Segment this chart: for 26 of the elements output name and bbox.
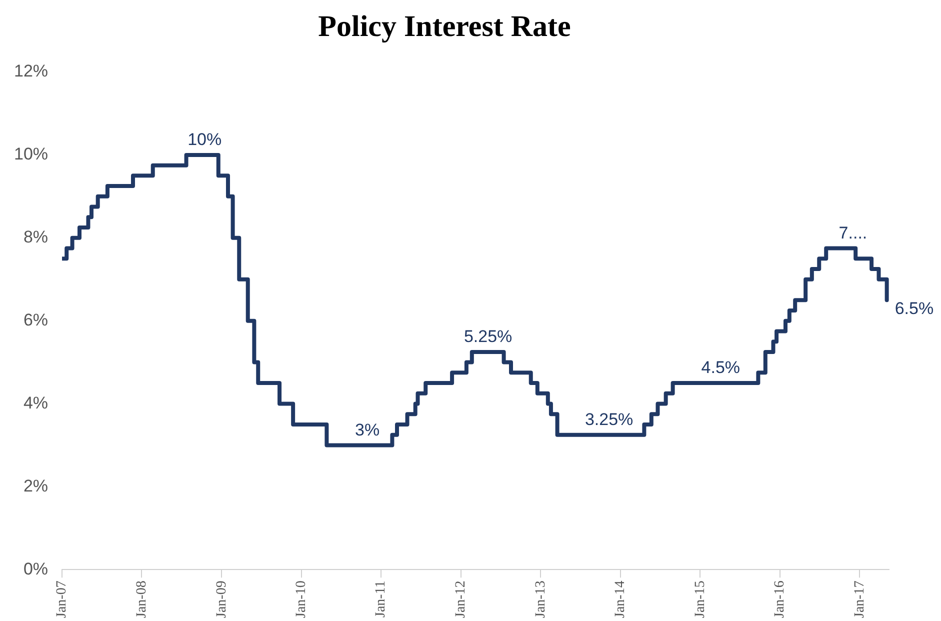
x-tick-label: Jan-10 <box>294 580 310 618</box>
y-tick-label: 12% <box>14 62 48 81</box>
y-tick-label: 2% <box>23 476 48 496</box>
y-tick-label: 8% <box>23 228 48 247</box>
y-tick-label: 0% <box>23 559 48 578</box>
chart-title: Policy Interest Rate <box>318 10 571 43</box>
x-tick-label: Jan-17 <box>852 580 868 618</box>
x-tick-label: Jan-11 <box>374 580 389 618</box>
y-tick-label: 4% <box>23 393 48 412</box>
annotation: 6.5% <box>894 298 934 318</box>
x-tick-label: Jan-15 <box>692 580 708 618</box>
annotation: 10% <box>188 130 222 150</box>
annotation: 7.... <box>838 223 868 242</box>
annotation: 3% <box>355 420 380 440</box>
x-tick-label: Jan-16 <box>772 580 788 618</box>
y-tick-label: 10% <box>14 144 48 164</box>
x-tick-label: Jan-08 <box>134 580 150 618</box>
y-tick-label: 6% <box>23 310 48 330</box>
x-tick-label: Jan-14 <box>613 580 628 618</box>
x-tick-label: Jan-13 <box>533 580 548 618</box>
x-tick-label: Jan-07 <box>54 580 70 618</box>
annotation: 3.25% <box>584 410 634 430</box>
x-tick-label: Jan-09 <box>214 580 230 618</box>
x-tick-label: Jan-12 <box>453 580 468 618</box>
annotation: 4.5% <box>701 358 740 378</box>
annotation: 5.25% <box>464 327 512 346</box>
